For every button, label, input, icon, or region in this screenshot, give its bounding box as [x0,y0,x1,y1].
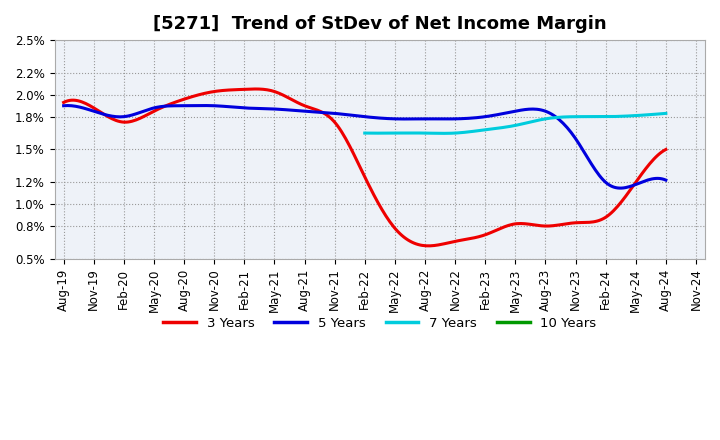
5 Years [61,103,70,108]
Line: 3 Years: 3 Years [63,89,666,246]
7 Years [361,130,369,136]
3 Years [424,243,433,249]
7 Years [615,114,624,119]
7 Years [541,116,549,121]
3 Years [59,100,68,105]
7 Years [439,131,448,136]
3 Years [662,147,670,152]
5 Years [420,116,428,121]
3 Years [418,243,426,248]
5 Years [607,183,616,189]
3 Years [61,99,70,104]
Line: 5 Years: 5 Years [63,106,666,188]
7 Years [540,117,549,122]
Title: [5271]  Trend of StDev of Net Income Margin: [5271] Trend of StDev of Net Income Marg… [153,15,607,33]
5 Years [569,132,577,138]
3 Years [571,220,580,225]
5 Years [662,177,670,183]
7 Years [361,130,370,136]
7 Years [634,113,643,118]
5 Years [59,103,68,108]
5 Years [63,103,72,108]
3 Years [609,208,618,213]
5 Years [615,186,624,191]
3 Years [420,243,428,248]
Legend: 3 Years, 5 Years, 7 Years, 10 Years: 3 Years, 5 Years, 7 Years, 10 Years [158,312,601,335]
7 Years [662,111,670,116]
5 Years [418,116,426,121]
7 Years [546,116,554,121]
Line: 7 Years: 7 Years [365,114,666,133]
3 Years [251,86,259,92]
5 Years [430,116,438,121]
3 Years [432,242,441,248]
